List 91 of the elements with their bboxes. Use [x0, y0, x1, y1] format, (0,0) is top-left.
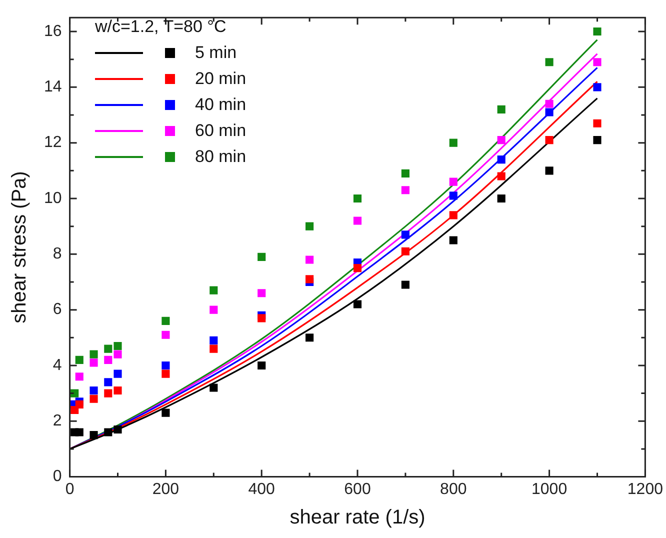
- point: [114, 350, 122, 358]
- point: [306, 222, 314, 230]
- point: [401, 280, 410, 289]
- point: [75, 372, 84, 381]
- point: [90, 386, 98, 395]
- point: [104, 389, 112, 398]
- x-tick-label: 1200: [627, 480, 664, 498]
- y-tick-label: 14: [44, 78, 62, 96]
- y-tick-label: 8: [52, 246, 62, 263]
- y-tick-label: 10: [44, 190, 62, 207]
- point: [162, 370, 170, 378]
- point: [353, 216, 362, 225]
- point: [90, 431, 98, 440]
- point: [401, 186, 410, 194]
- point: [114, 386, 122, 395]
- point: [545, 100, 554, 108]
- point: [401, 169, 410, 178]
- point: [210, 344, 218, 353]
- x-tick-label: 200: [152, 480, 180, 498]
- point: [104, 378, 112, 386]
- point: [90, 358, 98, 367]
- point: [449, 211, 458, 220]
- point: [210, 306, 218, 314]
- point: [353, 300, 362, 308]
- point: [401, 230, 410, 239]
- point: [162, 361, 170, 370]
- point: [75, 356, 84, 364]
- point: [449, 178, 458, 186]
- point: [497, 172, 506, 180]
- legend-label: 5 min: [195, 42, 237, 64]
- point: [497, 136, 506, 144]
- point: [75, 428, 84, 436]
- point: [593, 119, 602, 128]
- y-tick-label: 4: [52, 356, 62, 374]
- point: [104, 356, 112, 364]
- x-tick-label: 400: [248, 480, 276, 498]
- point: [162, 408, 170, 417]
- legend-label: 20 min: [195, 68, 246, 90]
- point: [114, 425, 122, 434]
- legend-title: w/c=1.2, T=80 °C: [95, 16, 228, 38]
- y-tick-label: 0: [52, 468, 62, 486]
- point: [210, 286, 218, 294]
- y-tick-label: 12: [44, 134, 62, 152]
- y-tick-label: 2: [52, 412, 62, 430]
- legend-label: 60 min: [195, 120, 246, 142]
- point: [306, 275, 314, 284]
- point: [258, 314, 266, 322]
- point: [401, 247, 410, 256]
- point: [70, 389, 79, 398]
- point: [545, 166, 554, 175]
- point: [258, 252, 266, 261]
- point: [162, 316, 170, 325]
- point: [593, 58, 602, 66]
- point: [306, 256, 314, 264]
- point: [593, 136, 602, 144]
- point: [449, 192, 458, 200]
- point: [258, 361, 266, 370]
- x-axis-title: shear rate (1/s): [290, 506, 426, 529]
- point: [593, 27, 602, 36]
- point: [210, 384, 218, 392]
- point: [593, 83, 602, 92]
- point: [90, 350, 98, 358]
- point: [497, 156, 506, 164]
- point: [114, 370, 122, 378]
- point: [258, 289, 266, 298]
- point: [162, 330, 170, 339]
- x-tick-label: 600: [344, 480, 371, 498]
- point: [449, 138, 458, 147]
- point: [353, 264, 362, 272]
- point: [497, 194, 506, 203]
- point: [449, 236, 458, 244]
- point: [545, 108, 554, 116]
- point: [114, 342, 122, 350]
- legend-label: 80 min: [195, 146, 246, 168]
- point: [210, 336, 218, 344]
- y-tick-label: 16: [44, 22, 62, 40]
- y-tick-label: 6: [52, 301, 62, 318]
- point: [90, 394, 98, 403]
- y-axis-title: shear stress (Pa): [8, 171, 31, 324]
- point: [353, 194, 362, 203]
- point: [497, 105, 506, 114]
- legend-label: 40 min: [195, 94, 246, 116]
- point: [75, 400, 84, 408]
- point: [104, 344, 112, 353]
- point: [306, 334, 314, 342]
- point: [545, 58, 554, 66]
- point: [545, 136, 554, 144]
- x-tick-label: 0: [65, 480, 74, 498]
- x-tick-label: 1000: [532, 480, 568, 498]
- x-tick-label: 800: [440, 480, 467, 498]
- point: [104, 428, 112, 436]
